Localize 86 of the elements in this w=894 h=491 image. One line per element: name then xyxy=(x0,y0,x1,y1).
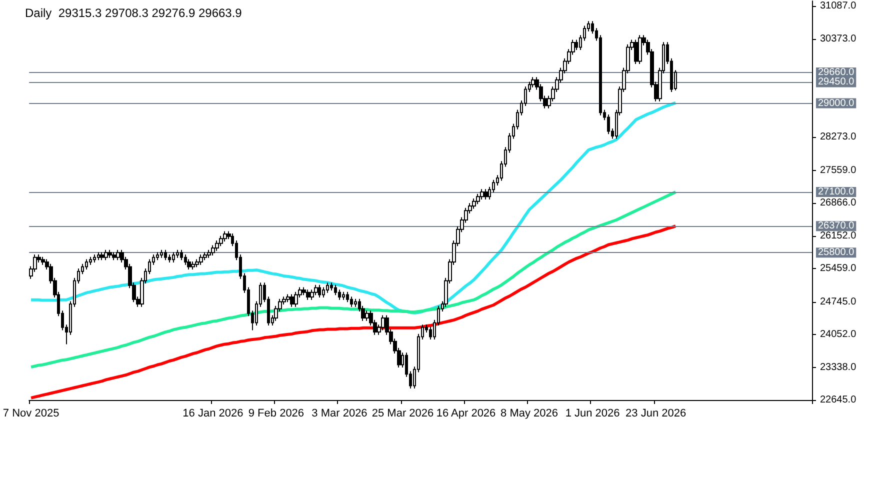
candlestick xyxy=(191,261,195,270)
ref-line-label: 25800.0 xyxy=(818,247,855,258)
candlestick xyxy=(484,188,488,200)
candlestick xyxy=(100,252,104,261)
candlestick xyxy=(211,244,215,256)
y-tick-label: 30373.0 xyxy=(820,34,857,45)
candlestick xyxy=(168,254,171,263)
ref-line-label: 29000.0 xyxy=(818,98,855,109)
candlestick xyxy=(112,252,116,261)
candlestick xyxy=(306,289,310,300)
x-tick-label: 16 Jan 2026 xyxy=(182,408,244,420)
x-tick-label: 3 Mar 2026 xyxy=(312,408,368,420)
candlestick xyxy=(575,39,578,51)
candlestick xyxy=(85,258,88,270)
candlestick xyxy=(203,252,207,261)
candlestick xyxy=(350,296,353,308)
candlestick xyxy=(93,254,96,263)
x-tick-label: 8 May 2026 xyxy=(500,408,558,420)
x-tick-label: 9 Feb 2026 xyxy=(248,408,304,420)
candlestick xyxy=(334,284,337,296)
candlestick xyxy=(215,240,219,252)
y-tick-label: 22645.0 xyxy=(820,394,857,406)
candlestick xyxy=(607,114,610,135)
candlestick xyxy=(330,282,333,292)
y-tick-label: 26866.0 xyxy=(820,197,857,208)
candlestick xyxy=(381,314,385,331)
line-series xyxy=(30,101,678,314)
y-tick-label: 27559.0 xyxy=(820,165,857,176)
x-tick-label: 1 Jun 2026 xyxy=(565,408,620,420)
candlestick xyxy=(219,235,223,247)
candlestick xyxy=(531,76,535,88)
candlestick xyxy=(180,249,183,261)
x-tick-label: 25 Mar 2026 xyxy=(372,408,434,420)
candlestick xyxy=(199,254,203,266)
ref-line-label: 27100.0 xyxy=(818,186,855,198)
candlestick xyxy=(634,39,638,65)
y-tick-label: 23338.0 xyxy=(820,362,857,374)
candlestick xyxy=(187,258,191,270)
y-tick-label: 26152.0 xyxy=(820,230,857,242)
candlestick xyxy=(195,258,199,268)
candlestick xyxy=(476,193,480,205)
candlestick xyxy=(290,294,294,308)
x-tick-label: 7 Nov 2025 xyxy=(2,408,60,420)
candlestick xyxy=(472,198,476,210)
candlestick xyxy=(156,252,159,261)
candlestick xyxy=(302,286,306,296)
candlestick xyxy=(160,249,163,258)
candlestick xyxy=(116,249,120,261)
x-tick-label: 16 Apr 2026 xyxy=(436,408,496,420)
candlestick xyxy=(108,249,112,258)
y-tick-label: 28273.0 xyxy=(820,132,857,143)
ref-line-label: 29450.0 xyxy=(818,76,855,88)
chart-title: Daily 29315.3 29708.3 29276.9 29663.9 xyxy=(25,6,242,20)
candlestick xyxy=(480,188,484,200)
candlestick xyxy=(318,284,321,298)
candlestick xyxy=(338,289,341,300)
candlestick xyxy=(104,249,108,261)
candlestick xyxy=(164,249,167,261)
candlestick xyxy=(354,298,357,308)
candlestick xyxy=(176,249,179,258)
candlestick xyxy=(172,252,175,263)
candlestick xyxy=(342,291,345,300)
candlestick xyxy=(365,310,369,322)
candlestick xyxy=(326,282,329,294)
candlestick xyxy=(314,284,318,296)
ref-line-label: 29660.0 xyxy=(818,66,855,78)
y-tick-label: 25459.0 xyxy=(820,263,857,274)
y-tick-label: 24052.0 xyxy=(820,328,857,340)
y-tick-label: 31087.0 xyxy=(820,0,857,12)
candlestick xyxy=(294,291,298,308)
y-tick-label: 24745.0 xyxy=(820,296,857,308)
ref-line-label: 26370.0 xyxy=(818,220,855,232)
candlestick xyxy=(310,289,314,300)
candlestick xyxy=(41,256,45,266)
line-series xyxy=(30,190,678,369)
candlestick xyxy=(207,249,211,258)
candlestick xyxy=(322,286,325,298)
candlestick xyxy=(184,254,187,266)
line-series xyxy=(30,224,678,400)
candlestick xyxy=(286,294,290,303)
candlestick xyxy=(638,34,642,65)
candlestick xyxy=(223,230,227,242)
candlestick xyxy=(89,256,92,266)
candlestick xyxy=(346,291,349,303)
x-tick-label: 23 Jun 2026 xyxy=(626,408,686,420)
candlestick xyxy=(97,252,100,261)
